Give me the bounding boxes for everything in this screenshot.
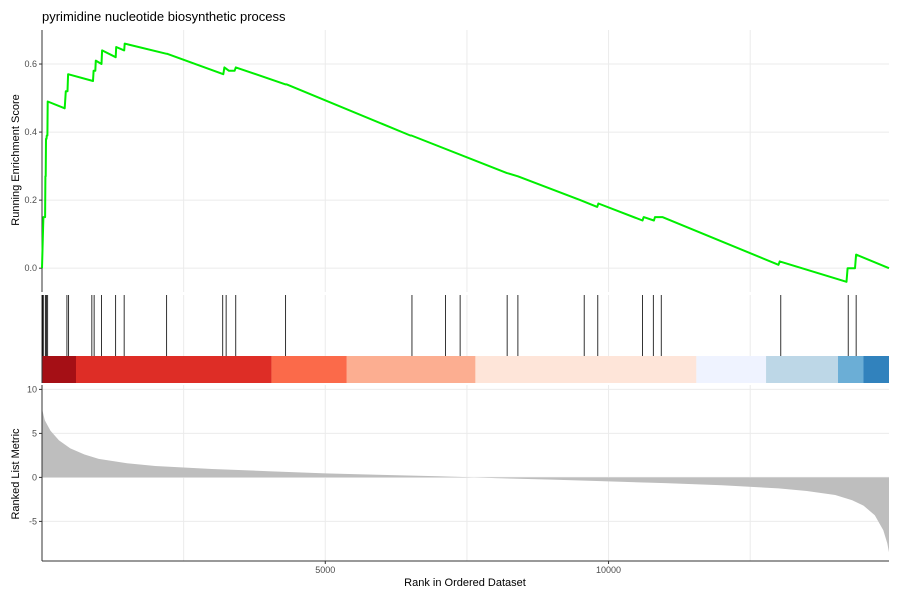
- y-tick-label: 0.2: [24, 195, 37, 205]
- x-tick-label: 5000: [315, 565, 335, 575]
- y-tick-label: 0.4: [24, 127, 37, 137]
- running-score-line: [41, 42, 890, 283]
- rank-band: [346, 356, 476, 383]
- y-tick-label: 0.6: [24, 59, 37, 69]
- rank-band: [475, 356, 697, 383]
- rank-band: [696, 356, 767, 383]
- y-tick-label: 10: [27, 384, 37, 394]
- y-tick-label: -5: [29, 516, 37, 526]
- rank-band: [75, 356, 272, 383]
- ranked-metric-axis-title: Ranked List Metric: [10, 428, 22, 520]
- gene-hits-panel: [41, 295, 889, 383]
- ranked-metric-area: [42, 408, 889, 553]
- rank-band: [863, 356, 889, 383]
- rank-band: [42, 356, 76, 383]
- x-axis-title: Rank in Ordered Dataset: [404, 577, 526, 589]
- running-score-panel: 0.0 0.2 0.4 0.6 Running Enrichment Score: [10, 30, 890, 292]
- rank-band: [271, 356, 347, 383]
- x-tick-label: 10000: [596, 565, 621, 575]
- y-tick-label: 0.0: [24, 263, 37, 273]
- y-tick-label: 5: [32, 428, 37, 438]
- y-tick-label: 0: [32, 472, 37, 482]
- x-axis: 5000 10000: [315, 561, 621, 575]
- running-score-axis-title: Running Enrichment Score: [10, 94, 22, 225]
- rank-band: [766, 356, 839, 383]
- chart-title: pyrimidine nucleotide biosynthetic proce…: [42, 9, 286, 24]
- rank-band: [838, 356, 864, 383]
- ranked-metric-panel: -5 0 5 10 Ranked List Metric: [10, 384, 889, 562]
